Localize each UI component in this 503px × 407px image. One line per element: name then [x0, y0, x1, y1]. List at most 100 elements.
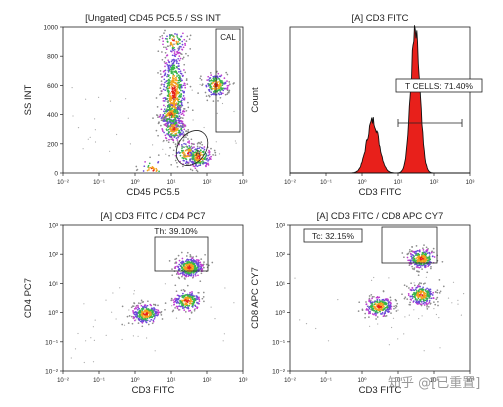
y-tick-label: 10¹ — [49, 281, 59, 288]
event-point — [70, 357, 72, 359]
event-point — [160, 314, 163, 316]
event-point — [173, 91, 176, 94]
event-point — [226, 86, 229, 89]
event-point — [175, 134, 178, 137]
event-point — [210, 155, 212, 158]
background-events — [294, 276, 465, 352]
event-point — [185, 160, 188, 163]
event-point — [183, 38, 186, 41]
event-point — [191, 257, 194, 260]
event-point — [201, 84, 203, 87]
event-point — [195, 308, 197, 310]
event-point — [210, 82, 213, 85]
event-point — [179, 77, 182, 80]
y-axis-label: CD4 PC7 — [23, 278, 34, 318]
event-point — [407, 294, 410, 297]
event-point — [181, 122, 183, 125]
event-point — [125, 98, 127, 100]
event-point — [171, 79, 174, 81]
event-point — [188, 310, 190, 312]
event-point — [192, 271, 195, 274]
event-point — [77, 332, 79, 335]
event-point — [210, 79, 213, 81]
event-point — [170, 82, 173, 85]
event-point — [385, 299, 387, 301]
event-point — [175, 262, 178, 264]
event-point — [186, 148, 188, 151]
event-point — [196, 266, 199, 269]
event-point — [168, 112, 171, 114]
event-point — [77, 127, 80, 129]
event-point — [165, 137, 168, 140]
event-point — [209, 85, 212, 87]
event-point — [379, 304, 382, 306]
event-point — [184, 305, 187, 308]
event-point — [171, 107, 174, 110]
event-point — [187, 153, 190, 156]
event-point — [421, 294, 424, 297]
event-point — [387, 301, 390, 304]
event-point — [157, 72, 159, 74]
event-point — [184, 84, 186, 87]
event-point — [187, 141, 189, 143]
event-point — [172, 116, 175, 118]
event-point — [221, 81, 223, 84]
event-point — [164, 29, 166, 32]
event-point — [172, 100, 175, 103]
event-point — [177, 74, 180, 76]
event-point — [208, 151, 210, 154]
event-point — [373, 303, 376, 306]
event-point — [205, 154, 208, 157]
event-point — [178, 143, 180, 146]
event-point — [175, 121, 177, 124]
event-point — [218, 153, 221, 155]
event-point — [217, 100, 219, 102]
plot-frame — [62, 224, 244, 372]
event-point — [163, 100, 166, 102]
event-point — [208, 83, 210, 85]
event-point — [191, 295, 194, 298]
event-point — [220, 88, 223, 91]
event-point — [198, 147, 200, 150]
event-point — [175, 137, 178, 140]
event-point — [417, 300, 420, 303]
event-point — [153, 317, 156, 320]
event-point — [173, 66, 176, 69]
event-point — [105, 299, 107, 301]
event-point — [164, 89, 167, 92]
event-point — [213, 78, 215, 81]
event-point — [377, 302, 380, 305]
event-point — [178, 112, 180, 115]
event-point — [223, 77, 226, 79]
event-point — [385, 315, 388, 317]
event-point — [85, 340, 87, 342]
event-point — [180, 89, 182, 92]
event-point — [190, 145, 193, 148]
event-point — [190, 274, 192, 277]
event-point — [142, 311, 145, 314]
event-point — [369, 325, 371, 327]
event-point — [150, 318, 153, 321]
chart-title: [A] CD3 FITC / CD8 APC CY7 — [317, 211, 444, 222]
event-point — [186, 305, 189, 307]
event-point — [170, 163, 173, 166]
x-tick-label: 10⁰ — [357, 179, 367, 186]
event-point — [168, 61, 171, 64]
event-point — [365, 303, 368, 306]
event-point — [198, 291, 200, 294]
event-point — [180, 95, 182, 97]
event-point — [387, 308, 389, 310]
event-point — [190, 138, 193, 141]
event-point — [175, 317, 178, 319]
event-point — [409, 295, 412, 298]
event-point — [166, 84, 169, 87]
event-point — [371, 308, 373, 310]
event-point — [165, 54, 168, 57]
event-point — [163, 131, 165, 134]
y-tick-label: 10² — [49, 252, 59, 259]
event-point — [171, 86, 174, 89]
y-tick-label: 10³ — [276, 223, 286, 230]
event-point — [406, 256, 409, 259]
event-point — [194, 259, 196, 262]
event-point — [161, 51, 163, 53]
